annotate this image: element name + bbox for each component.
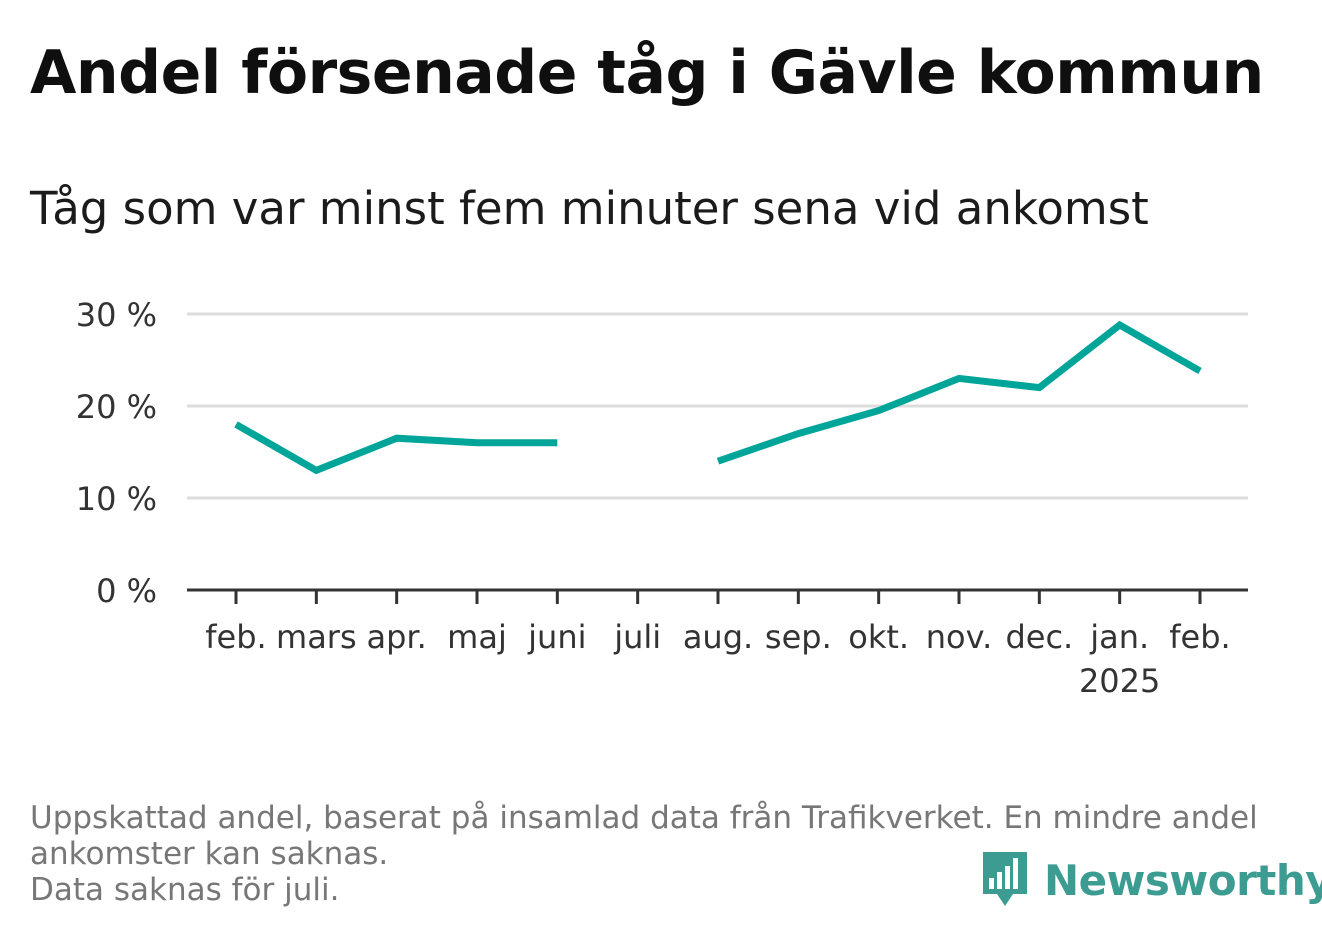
x-tick-label: feb. — [205, 618, 266, 656]
x-tick-label: maj — [447, 618, 507, 656]
x-axis-tick-labels: feb. mars apr. maj juni juli aug. sep. okt. nov. d… — [205, 618, 1230, 700]
y-tick-label: 20 % — [76, 388, 157, 426]
x-tick-label: juli — [613, 618, 661, 656]
footnote-line-1: Uppskattad andel, baserat på insamlad da… — [30, 800, 1258, 836]
x-tick-label: sep. — [765, 618, 832, 656]
x-tick-label: nov. — [926, 618, 992, 656]
series-line-segment — [234, 421, 558, 475]
chart-subtitle: Tåg som var minst fem minuter sena vid a… — [30, 182, 1149, 235]
x-tick-label: feb. — [1169, 618, 1230, 656]
x-tick-label: aug. — [683, 618, 753, 656]
x-tick-label: dec. — [1005, 618, 1073, 656]
data-series — [234, 320, 1202, 475]
x-tick-year-label: 2025 — [1079, 662, 1160, 700]
x-tick-label: apr. — [367, 618, 427, 656]
x-tick-label: juni — [527, 618, 586, 656]
series-line-segment — [716, 320, 1202, 465]
x-tick-label: jan. — [1089, 618, 1149, 656]
grid-lines — [187, 312, 1248, 500]
y-tick-label: 10 % — [76, 480, 157, 518]
x-tick-label: okt. — [848, 618, 909, 656]
footnote-line-3: Data saknas för juli. — [30, 872, 340, 908]
footnote-line-2: ankomster kan saknas. — [30, 836, 389, 872]
y-axis-tick-labels: 0 % 10 % 20 % 30 % — [76, 296, 157, 610]
chart-title: Andel försenade tåg i Gävle kommun — [30, 38, 1264, 108]
x-tick-label: mars — [276, 618, 357, 656]
x-axis — [187, 588, 1248, 604]
brand-name: Newsworthy — [1044, 855, 1322, 905]
newsworthy-logo: Newsworthy — [980, 850, 1322, 910]
newsworthy-logo-icon — [983, 852, 1027, 906]
footnote: Uppskattad andel, baserat på insamlad da… — [30, 800, 1280, 908]
y-tick-label: 0 % — [96, 572, 157, 610]
y-tick-label: 30 % — [76, 296, 157, 334]
